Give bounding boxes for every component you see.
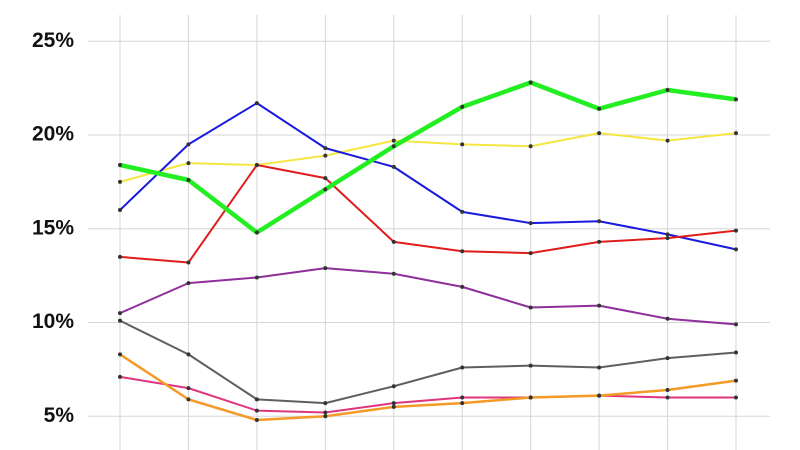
point-marker xyxy=(460,249,465,254)
point-marker xyxy=(460,365,465,370)
point-marker xyxy=(323,146,328,151)
point-marker xyxy=(597,131,602,136)
point-marker xyxy=(186,142,191,147)
point-marker xyxy=(118,163,122,167)
point-marker xyxy=(323,187,328,192)
point-marker xyxy=(528,221,533,226)
point-marker xyxy=(665,138,670,143)
point-marker xyxy=(186,161,191,166)
point-marker xyxy=(118,374,122,379)
point-marker xyxy=(391,144,396,149)
point-marker xyxy=(323,401,328,406)
point-marker xyxy=(665,356,670,361)
point-marker xyxy=(734,247,738,252)
point-marker xyxy=(254,418,259,422)
point-marker xyxy=(254,275,259,280)
point-marker xyxy=(665,236,670,241)
point-marker xyxy=(460,142,465,147)
point-marker xyxy=(597,393,602,398)
y-tick-label: 20% xyxy=(32,123,74,146)
point-marker xyxy=(528,144,533,149)
point-marker xyxy=(734,350,738,355)
point-marker xyxy=(460,104,465,109)
y-tick-label: 15% xyxy=(32,216,74,239)
series-line xyxy=(119,80,737,235)
point-marker xyxy=(254,230,259,235)
series-line xyxy=(119,353,737,422)
point-marker xyxy=(391,138,396,143)
point-marker xyxy=(186,260,191,265)
point-marker xyxy=(186,352,191,357)
point-marker xyxy=(734,395,738,400)
point-marker xyxy=(665,395,670,400)
point-marker xyxy=(118,179,122,184)
point-marker xyxy=(528,80,533,85)
point-marker xyxy=(391,271,396,276)
series-line xyxy=(119,375,736,414)
point-marker xyxy=(254,408,259,413)
point-marker xyxy=(528,395,533,400)
point-marker xyxy=(118,254,122,259)
point-marker xyxy=(323,176,328,181)
point-marker xyxy=(186,178,191,182)
series-line xyxy=(119,319,737,405)
point-marker xyxy=(734,228,738,233)
point-marker xyxy=(460,395,465,400)
point-marker xyxy=(118,352,122,357)
y-tick-label: 5% xyxy=(44,404,75,427)
point-marker xyxy=(665,316,670,321)
point-marker xyxy=(597,106,602,111)
point-marker xyxy=(391,384,396,389)
point-marker xyxy=(323,410,328,415)
point-marker xyxy=(665,232,670,237)
point-marker xyxy=(665,388,670,392)
point-marker xyxy=(528,251,533,256)
point-marker xyxy=(460,401,465,406)
point-marker xyxy=(323,153,328,158)
y-tick-label: 25% xyxy=(32,29,74,52)
point-marker xyxy=(391,401,396,406)
point-marker xyxy=(597,365,602,370)
series-line xyxy=(119,102,737,251)
point-marker xyxy=(734,131,738,136)
point-marker xyxy=(460,284,465,289)
point-marker xyxy=(391,164,396,169)
point-marker xyxy=(734,378,738,383)
point-marker xyxy=(460,209,465,214)
point-marker xyxy=(186,397,191,402)
point-marker xyxy=(597,239,602,244)
point-marker xyxy=(254,397,259,402)
point-marker xyxy=(597,303,602,308)
series-line xyxy=(119,164,737,264)
series-line xyxy=(119,267,737,326)
point-marker xyxy=(597,219,602,224)
point-marker xyxy=(391,239,396,244)
point-marker xyxy=(391,404,396,409)
point-marker xyxy=(186,386,191,391)
point-marker xyxy=(323,414,328,419)
point-marker xyxy=(118,311,122,316)
point-marker xyxy=(665,88,670,92)
point-marker xyxy=(734,322,738,327)
point-marker xyxy=(118,318,122,323)
series-line xyxy=(119,132,737,183)
point-marker xyxy=(186,281,191,286)
point-marker xyxy=(118,208,122,212)
point-marker xyxy=(254,101,259,106)
point-marker xyxy=(254,163,259,167)
point-marker xyxy=(734,97,738,102)
point-marker xyxy=(323,266,328,271)
y-tick-label: 10% xyxy=(32,310,74,333)
point-marker xyxy=(528,363,533,368)
point-marker xyxy=(528,305,533,310)
